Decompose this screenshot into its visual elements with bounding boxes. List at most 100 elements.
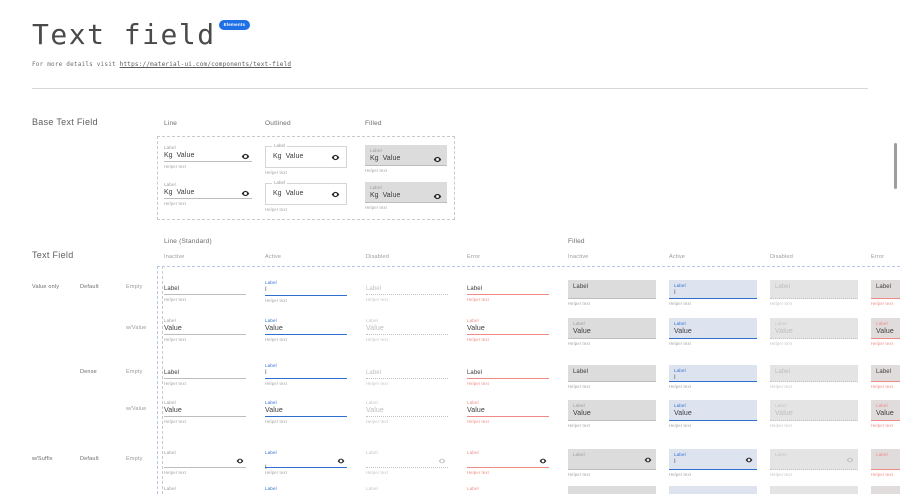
field-filled-error-empty-dense[interactable]: Label Helper text: [871, 365, 900, 390]
field-line-error-empty-suffix[interactable]: Label Helper text: [467, 450, 549, 476]
field-underline: [265, 378, 347, 379]
scrollbar-thumb[interactable]: [893, 143, 897, 189]
field-label: Label: [265, 363, 277, 368]
field-helper: Helper text: [568, 301, 590, 306]
field-line-active-empty-dense[interactable]: Label I Helper text: [265, 363, 347, 387]
eye-icon[interactable]: [433, 155, 442, 164]
field-line-error-empty-dense[interactable]: Label Helper text: [467, 369, 549, 387]
field-filled-error-empty-suffix[interactable]: Label Helper text: [871, 449, 900, 478]
field-underline: [265, 416, 347, 417]
field-filled-error-value-dense[interactable]: Label Value Helper text: [871, 400, 900, 429]
field-filled-active-empty-suffix[interactable]: Label I Helper text: [669, 449, 757, 478]
row-content-label-empty-dense: Empty: [126, 369, 143, 375]
field-filled-active-empty[interactable]: Label I Helper text: [669, 280, 757, 307]
field-line-inactive-empty-dense[interactable]: Label Helper text: [164, 369, 246, 387]
field-label: Label: [164, 370, 180, 376]
field-underline: [366, 334, 448, 335]
eye-icon[interactable]: [644, 456, 652, 464]
field-helper: Helper text: [164, 337, 186, 342]
field-line-error-value-dense[interactable]: Label Value Helper text: [467, 400, 549, 425]
field-filled-inactive-empty[interactable]: Label Helper text: [568, 280, 656, 307]
eye-icon[interactable]: [337, 457, 345, 465]
state-header-filled-inactive: Inactive: [568, 254, 589, 260]
docs-link[interactable]: https://material-ui.com/components/text-…: [119, 61, 292, 68]
field-line-inactive-clipped[interactable]: Label: [164, 486, 246, 492]
field-filled-error-clipped[interactable]: [871, 486, 900, 494]
eye-icon[interactable]: [241, 152, 250, 161]
field-filled-error-empty[interactable]: Label Helper text: [871, 280, 900, 307]
base-field-line-1[interactable]: Label Kg Value Helper text: [164, 145, 252, 170]
field-underline: [164, 334, 246, 335]
base-field-line-2[interactable]: Label Kg Value Helper text: [164, 182, 252, 207]
eye-icon[interactable]: [236, 457, 244, 465]
field-line-active-value[interactable]: Label Value Helper text: [265, 318, 347, 343]
field-helper: Helper text: [568, 472, 590, 477]
field-helper: Helper text: [265, 419, 287, 424]
base-field-filled-2[interactable]: Label Kg Value Helper text: [365, 182, 447, 211]
field-helper: Helper text: [265, 170, 287, 175]
field-line-inactive-value[interactable]: Label Value Helper text: [164, 318, 246, 343]
field-helper: Helper text: [568, 341, 590, 346]
field-filled-inactive-value[interactable]: Label Value Helper text: [568, 318, 656, 347]
field-filled-active-value-dense[interactable]: Label Value Helper text: [669, 400, 757, 429]
field-underline: [669, 469, 757, 470]
header-divider: [32, 88, 868, 89]
field-label: Label: [876, 321, 888, 326]
page-title: Text field: [32, 18, 216, 51]
field-label: Label: [467, 486, 479, 491]
field-helper: Helper text: [366, 297, 388, 302]
field-underline: [467, 294, 549, 295]
field-helper: Helper text: [770, 384, 792, 389]
field-line-active-empty[interactable]: Label I Helper text: [265, 280, 347, 304]
field-line-inactive-empty-suffix[interactable]: Label Helper text: [164, 450, 246, 476]
field-filled-inactive-empty-dense[interactable]: Label Helper text: [568, 365, 656, 390]
field-label: Label: [366, 286, 382, 292]
field-label: Label: [366, 318, 378, 323]
field-label: Label: [674, 368, 686, 373]
field-label: Label: [370, 148, 382, 153]
field-line-active-clipped[interactable]: Label: [265, 486, 347, 492]
state-header-filled-error: Error: [871, 254, 885, 260]
field-value: Value: [366, 407, 384, 414]
field-filled-active-value[interactable]: Label Value Helper text: [669, 318, 757, 347]
eye-icon[interactable]: [539, 457, 547, 465]
field-line-inactive-value-dense[interactable]: Label Value Helper text: [164, 400, 246, 425]
eye-icon[interactable]: [331, 190, 340, 199]
field-filled-active-clipped[interactable]: [669, 486, 757, 494]
field-helper: Helper text: [467, 381, 489, 386]
field-filled-inactive-clipped[interactable]: [568, 486, 656, 494]
field-underline: [871, 420, 900, 421]
field-filled-error-value[interactable]: Label Value Helper text: [871, 318, 900, 347]
field-underline: [265, 295, 347, 296]
matrix-container: [157, 266, 900, 494]
field-helper: Helper text: [366, 337, 388, 342]
field-label: Label: [467, 370, 483, 376]
eye-icon: [846, 456, 854, 464]
field-filled-active-empty-dense[interactable]: Label I Helper text: [669, 365, 757, 390]
field-helper: Helper text: [669, 472, 691, 477]
field-line-error-empty[interactable]: Label Helper text: [467, 285, 549, 303]
field-line-active-value-dense[interactable]: Label Value Helper text: [265, 400, 347, 425]
base-field-outlined-1[interactable]: Label Kg Value Helper text: [265, 143, 347, 176]
field-line-error-clipped[interactable]: Label: [467, 486, 549, 492]
field-label: Label: [467, 318, 479, 323]
base-field-outlined-2[interactable]: Label Kg Value Helper text: [265, 180, 347, 213]
field-helper: Helper text: [871, 341, 893, 346]
eye-icon[interactable]: [331, 153, 340, 162]
matrix-inner-guide: [162, 266, 163, 494]
field-line-active-empty-suffix[interactable]: Label I Helper text: [265, 450, 347, 476]
base-field-filled-1[interactable]: Label Kg Value Helper text: [365, 145, 447, 174]
field-line-inactive-empty[interactable]: Label Helper text: [164, 285, 246, 303]
eye-icon[interactable]: [433, 192, 442, 201]
eye-icon[interactable]: [241, 189, 250, 198]
field-filled-inactive-value-dense[interactable]: Label Value Helper text: [568, 400, 656, 429]
eye-icon[interactable]: [745, 456, 753, 464]
field-underline: [366, 378, 448, 379]
field-helper: Helper text: [164, 297, 186, 302]
field-label: Label: [467, 400, 479, 405]
field-line-error-value[interactable]: Label Value Helper text: [467, 318, 549, 343]
field-helper: Helper text: [669, 301, 691, 306]
field-underline: [164, 294, 246, 295]
row-density-label-default: Default: [80, 284, 99, 290]
field-filled-inactive-empty-suffix[interactable]: Label Helper text: [568, 449, 656, 478]
